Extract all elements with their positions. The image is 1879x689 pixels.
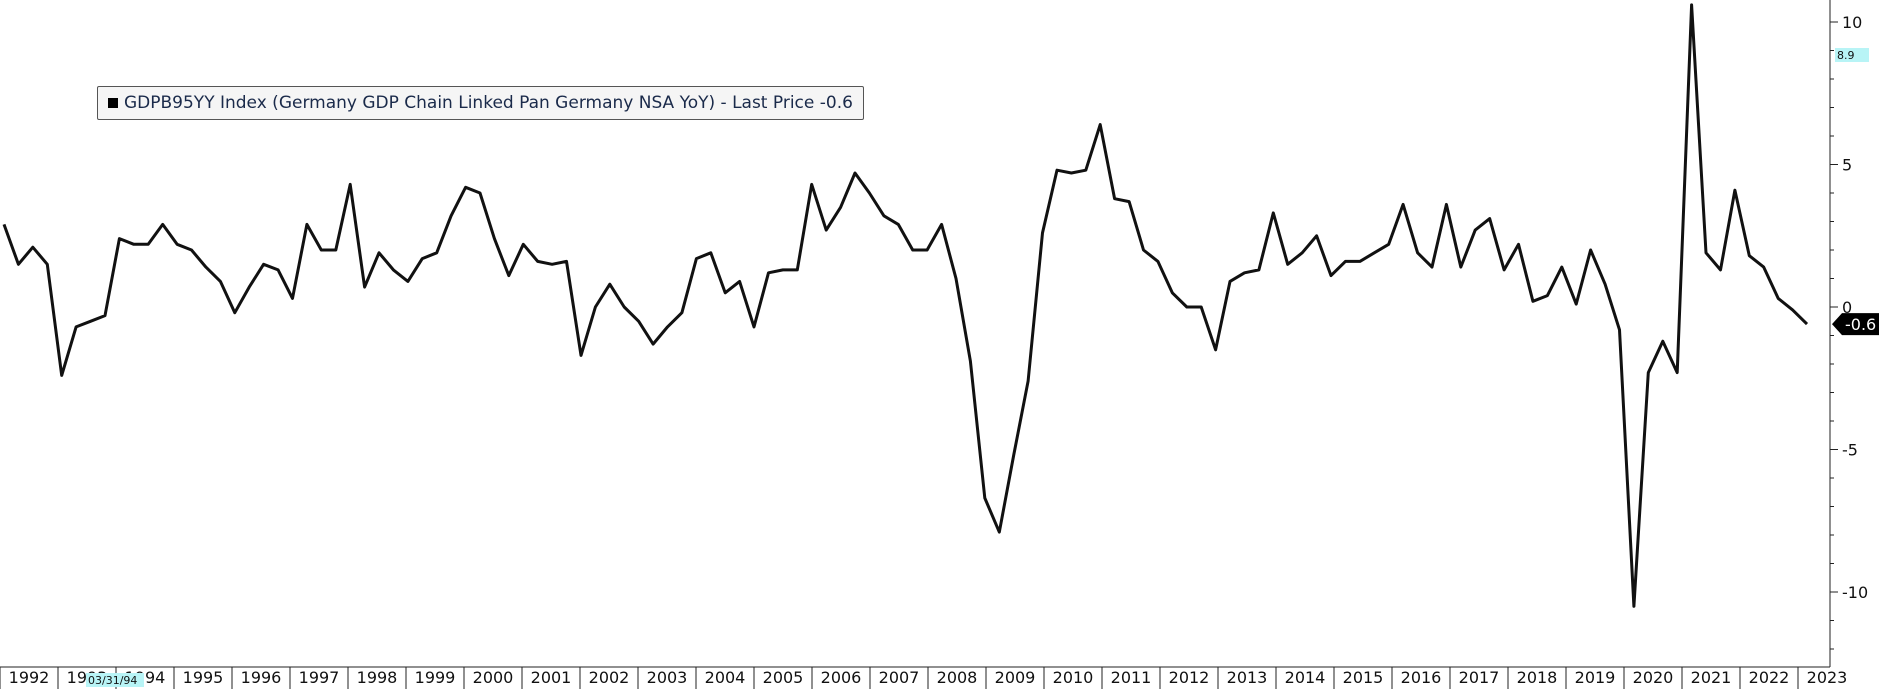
x-tick-label: 2013 xyxy=(1227,668,1268,687)
x-tick-label: 2004 xyxy=(705,668,746,687)
cursor-date-highlight xyxy=(86,673,144,687)
x-tick-label: 1999 xyxy=(415,668,456,687)
cursor-value-label: 8.9 xyxy=(1837,49,1855,62)
x-tick-label: 1992 xyxy=(9,668,50,687)
x-tick-label: 2009 xyxy=(995,668,1036,687)
x-tick-label: 2002 xyxy=(589,668,630,687)
x-tick-label: 2003 xyxy=(647,668,688,687)
x-tick-label: 2021 xyxy=(1691,668,1732,687)
x-tick-label: 2011 xyxy=(1111,668,1152,687)
x-tick-label: 2017 xyxy=(1459,668,1500,687)
annotations: -0.6 8.9 03/31/94 xyxy=(86,48,1879,687)
x-tick-label: 1998 xyxy=(357,668,398,687)
legend-label: GDPB95YY Index (Germany GDP Chain Linked… xyxy=(124,93,853,113)
x-tick-label: 1997 xyxy=(299,668,340,687)
x-tick-label: 2022 xyxy=(1749,668,1790,687)
x-tick-label: 2005 xyxy=(763,668,804,687)
y-tick-label: -5 xyxy=(1842,441,1858,460)
cursor-value-highlight xyxy=(1835,48,1869,62)
legend: GDPB95YY Index (Germany GDP Chain Linked… xyxy=(97,86,864,120)
x-tick-label: 1996 xyxy=(241,668,282,687)
x-axis: 1992199319941995199619971998199920002001… xyxy=(0,666,1848,689)
x-tick-label: 2001 xyxy=(531,668,572,687)
legend-swatch-icon xyxy=(108,98,118,108)
last-price-badge xyxy=(1832,313,1879,336)
y-axis: 10 5 0 -5 -10 xyxy=(1829,0,1868,667)
x-tick-label: 2019 xyxy=(1575,668,1616,687)
y-tick-label: 10 xyxy=(1842,13,1862,32)
x-tick-label: 2018 xyxy=(1517,668,1558,687)
x-tick-label: 2006 xyxy=(821,668,862,687)
x-tick-label: 2000 xyxy=(473,668,514,687)
y-tick-label: 0 xyxy=(1842,298,1852,317)
y-tick-label: -10 xyxy=(1842,583,1868,602)
x-tick-label: 2007 xyxy=(879,668,920,687)
x-tick-label: 2012 xyxy=(1169,668,1210,687)
x-tick-label: 2015 xyxy=(1343,668,1384,687)
x-tick-label: 2008 xyxy=(937,668,978,687)
x-tick-label: 2016 xyxy=(1401,668,1442,687)
plot-area xyxy=(2,3,1809,608)
x-tick-label: 2020 xyxy=(1633,668,1674,687)
x-tick-label: 2023 xyxy=(1807,668,1848,687)
y-tick-label: 5 xyxy=(1842,156,1852,175)
last-price-label: -0.6 xyxy=(1845,315,1876,334)
x-tick-label: 2010 xyxy=(1053,668,1094,687)
series-line xyxy=(2,3,1809,608)
x-tick-label: 1995 xyxy=(183,668,224,687)
cursor-date-label: 03/31/94 xyxy=(88,674,137,687)
x-tick-label: 2014 xyxy=(1285,668,1326,687)
